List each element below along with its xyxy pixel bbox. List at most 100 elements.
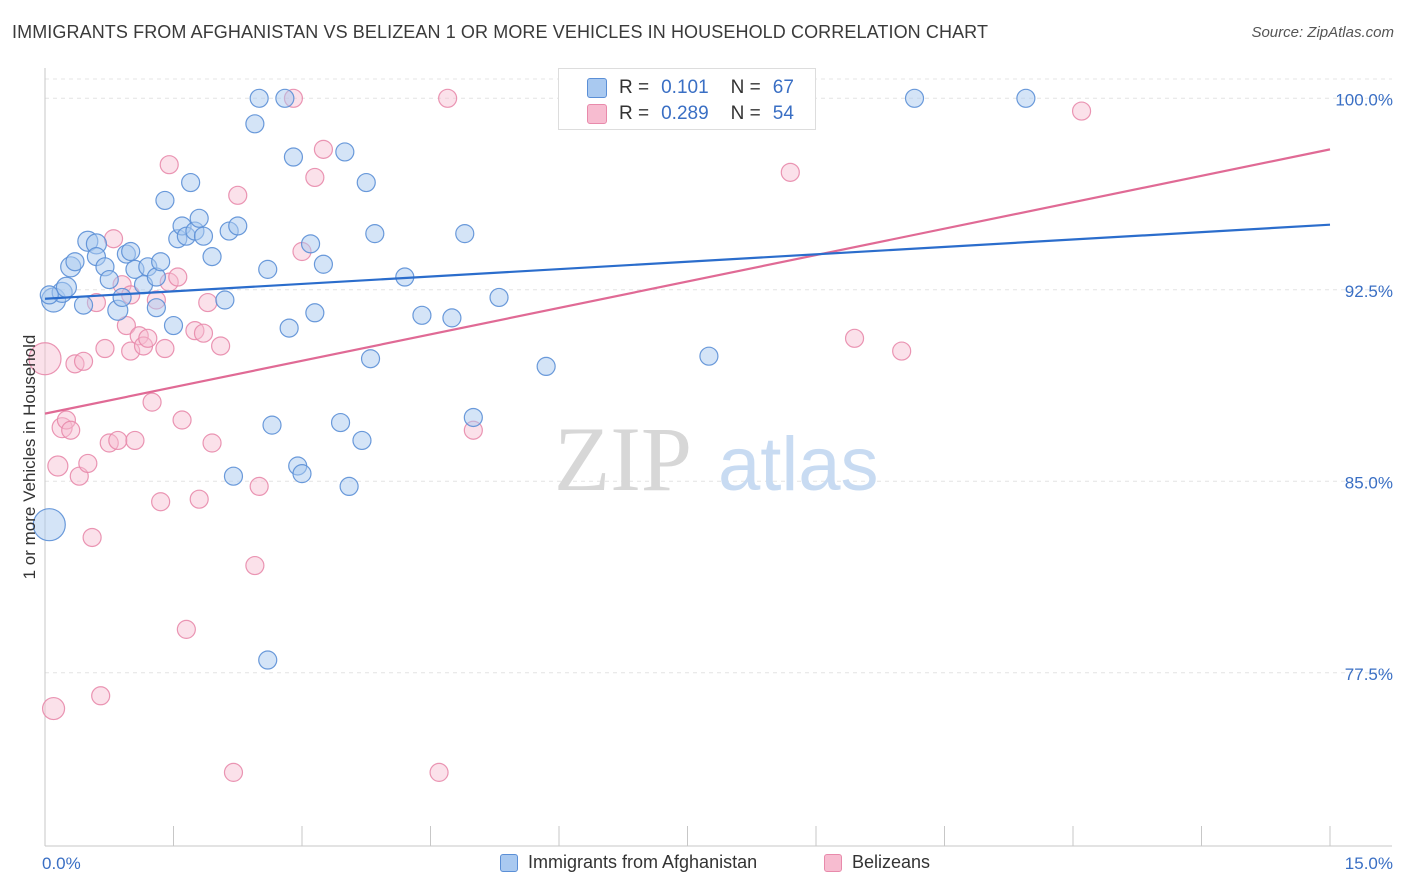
afghanistan-point (313, 254, 334, 274)
legend-item-belizeans: Belizeans (824, 852, 930, 873)
afghanistan-point (146, 298, 166, 318)
legend-row-afghanistan: R = 0.101 N = 67 (619, 76, 794, 100)
belizeans-point (28, 342, 62, 376)
afghanistan-point (305, 303, 325, 323)
y-tick-label: 100.0% (1335, 90, 1393, 109)
watermark-zip: ZIP (554, 408, 692, 510)
afghanistan-point (223, 466, 244, 486)
belizeans-point (211, 336, 231, 356)
belizeans-point (125, 430, 145, 451)
afghanistan-point (151, 252, 171, 272)
afghanistan-point (904, 88, 925, 108)
belizeans-point (56, 410, 77, 430)
afghanistan-point (360, 349, 381, 369)
belizeans-point (438, 88, 458, 108)
belizeans-point (305, 167, 325, 188)
correlation-legend: R = 0.101 N = 67 R = 0.289 N = 54 (558, 68, 816, 130)
afghanistan-point (121, 241, 141, 262)
belizeans-point (151, 492, 171, 512)
belizeans-point (155, 338, 175, 359)
belizeans-point (73, 351, 94, 371)
belizeans-point (159, 155, 179, 175)
afghanistan-point (249, 88, 269, 108)
belizeans-point (313, 139, 334, 159)
legend-swatch-afghanistan (500, 853, 518, 872)
afghanistan-point (99, 269, 119, 290)
belizeans-point (844, 328, 865, 348)
y-tick-label: 85.0% (1345, 473, 1393, 492)
belizeans-point (78, 453, 98, 474)
belizeans-point (61, 420, 81, 440)
afghanistan-point (275, 88, 295, 108)
n-label: N = (730, 77, 761, 98)
afghanistan-point (258, 650, 278, 670)
legend-item-afghanistan: Immigrants from Afghanistan (500, 852, 757, 873)
legend-swatch-belizeans (587, 104, 607, 124)
afghanistan-point (163, 315, 184, 336)
y-axis-label: 1 or more Vehicles in Household (20, 334, 39, 580)
belizeans-point (198, 292, 218, 313)
r-label: R = (619, 103, 650, 124)
afghanistan-point (292, 464, 312, 484)
belizeans-point (41, 696, 66, 721)
belizeans-point (202, 433, 222, 453)
afghanistan-point (463, 407, 483, 428)
legend-swatch-belizeans (824, 853, 842, 872)
belizeans-point (1071, 101, 1092, 121)
afghanistan-point (228, 216, 248, 236)
belizeans-point (95, 338, 115, 359)
belizeans-point (121, 341, 141, 361)
r-value: 0.101 (661, 77, 709, 98)
afghanistan-point (283, 147, 304, 167)
afghanistan-point (155, 190, 175, 211)
grid-layer (45, 78, 1392, 674)
afghanistan-point (536, 356, 556, 376)
afghanistan-trend-line (44, 223, 1331, 300)
y-tick-label: 92.5% (1345, 282, 1393, 301)
afghanistan-point (193, 226, 214, 246)
belizeans-point (189, 489, 209, 509)
r-label: R = (619, 77, 650, 98)
y-axis-label-wrap: 1 or more Vehicles in Household (16, 0, 44, 892)
afghanistan-point (489, 287, 509, 308)
afghanistan-point (339, 476, 359, 497)
afghanistan-point (455, 224, 475, 244)
belizeans-point (892, 341, 912, 361)
belizeans-point (780, 162, 800, 182)
belizeans-point (82, 527, 102, 548)
afghanistan-point (245, 114, 265, 134)
belizeans-point (193, 323, 214, 343)
y-tick-label: 77.5% (1345, 665, 1393, 684)
afghanistan-point (262, 415, 282, 435)
afghanistan-point (279, 318, 299, 338)
belizeans-point (103, 229, 124, 249)
belizeans-point (138, 328, 158, 348)
afghanistan-point (352, 430, 372, 451)
belizeans-point (47, 455, 69, 477)
belizeans-point (223, 762, 244, 782)
afghanistan-point (365, 224, 385, 244)
afghanistan-point (32, 508, 66, 542)
afghanistan-point (258, 259, 278, 279)
r-value: 0.289 (661, 103, 709, 124)
legend-row-belizeans: R = 0.289 N = 54 (619, 102, 794, 126)
source-credit: Source: ZipAtlas.com (1251, 24, 1394, 41)
belizeans-points (28, 88, 1092, 782)
belizeans-point (142, 392, 162, 412)
belizeans-trend-line (44, 148, 1331, 415)
belizeans-point (172, 410, 192, 430)
belizeans-point (228, 185, 248, 205)
legend-label-belizeans: Belizeans (852, 852, 931, 872)
belizeans-point (91, 686, 111, 706)
n-value: 67 (772, 77, 794, 98)
afghanistan-point (335, 142, 355, 162)
afghanistan-point (202, 247, 222, 267)
trend-lines (44, 148, 1331, 415)
watermark-atlas: atlas (718, 422, 879, 507)
legend-swatch-afghanistan (587, 78, 607, 98)
n-value: 54 (772, 103, 794, 124)
afghanistan-point (356, 172, 376, 193)
afghanistan-point (181, 172, 201, 193)
belizeans-point (108, 430, 128, 451)
legend-label-afghanistan: Immigrants from Afghanistan (528, 852, 758, 872)
